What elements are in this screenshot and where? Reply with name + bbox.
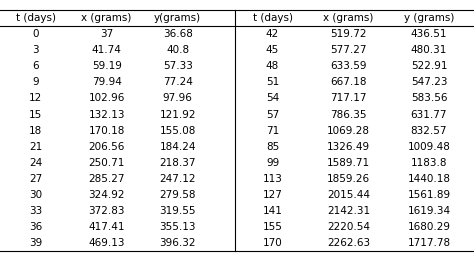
Text: 469.13: 469.13 <box>88 238 125 248</box>
Text: 59.19: 59.19 <box>91 61 122 71</box>
Text: 218.37: 218.37 <box>159 158 196 168</box>
Text: 206.56: 206.56 <box>89 142 125 152</box>
Text: 1589.71: 1589.71 <box>327 158 370 168</box>
Text: 480.31: 480.31 <box>411 45 447 55</box>
Text: 577.27: 577.27 <box>330 45 367 55</box>
Text: 132.13: 132.13 <box>88 110 125 120</box>
Text: 519.72: 519.72 <box>330 29 367 39</box>
Text: 1561.89: 1561.89 <box>408 190 450 200</box>
Text: 2142.31: 2142.31 <box>327 206 370 216</box>
Text: 121.92: 121.92 <box>159 110 196 120</box>
Text: 36.68: 36.68 <box>163 29 193 39</box>
Text: 1183.8: 1183.8 <box>410 158 447 168</box>
Text: 786.35: 786.35 <box>330 110 367 120</box>
Text: x (grams): x (grams) <box>82 13 132 23</box>
Text: 48: 48 <box>266 61 279 71</box>
Text: 9: 9 <box>32 77 39 88</box>
Text: 247.12: 247.12 <box>159 174 196 184</box>
Text: 417.41: 417.41 <box>88 222 125 232</box>
Text: 97.96: 97.96 <box>163 93 193 103</box>
Text: 12: 12 <box>29 93 42 103</box>
Text: 99: 99 <box>266 158 279 168</box>
Text: 396.32: 396.32 <box>159 238 196 248</box>
Text: 1717.78: 1717.78 <box>408 238 450 248</box>
Text: 37: 37 <box>100 29 113 39</box>
Text: 40.8: 40.8 <box>166 45 189 55</box>
Text: 1326.49: 1326.49 <box>327 142 370 152</box>
Text: 631.77: 631.77 <box>410 110 447 120</box>
Text: 285.27: 285.27 <box>88 174 125 184</box>
Text: 667.18: 667.18 <box>330 77 367 88</box>
Text: 184.24: 184.24 <box>159 142 196 152</box>
Text: t (days): t (days) <box>253 13 292 23</box>
Text: 3: 3 <box>32 45 39 55</box>
Text: y(grams): y(grams) <box>154 13 201 23</box>
Text: t (days): t (days) <box>16 13 55 23</box>
Text: 51: 51 <box>266 77 279 88</box>
Text: 170: 170 <box>263 238 283 248</box>
Text: 57.33: 57.33 <box>163 61 193 71</box>
Text: 2220.54: 2220.54 <box>327 222 370 232</box>
Text: 127: 127 <box>263 190 283 200</box>
Text: 27: 27 <box>29 174 42 184</box>
Text: 33: 33 <box>29 206 42 216</box>
Text: 155: 155 <box>263 222 283 232</box>
Text: 372.83: 372.83 <box>88 206 125 216</box>
Text: 155.08: 155.08 <box>160 125 196 136</box>
Text: 1440.18: 1440.18 <box>408 174 450 184</box>
Text: 1680.29: 1680.29 <box>408 222 450 232</box>
Text: 355.13: 355.13 <box>159 222 196 232</box>
Text: 1069.28: 1069.28 <box>327 125 370 136</box>
Text: 41.74: 41.74 <box>91 45 122 55</box>
Text: 6: 6 <box>32 61 39 71</box>
Text: 1009.48: 1009.48 <box>408 142 450 152</box>
Text: 436.51: 436.51 <box>410 29 447 39</box>
Text: 30: 30 <box>29 190 42 200</box>
Text: 85: 85 <box>266 142 279 152</box>
Text: 1619.34: 1619.34 <box>408 206 450 216</box>
Text: 1859.26: 1859.26 <box>327 174 370 184</box>
Text: 279.58: 279.58 <box>159 190 196 200</box>
Text: 36: 36 <box>29 222 42 232</box>
Text: 0: 0 <box>32 29 39 39</box>
Text: 54: 54 <box>266 93 279 103</box>
Text: 42: 42 <box>266 29 279 39</box>
Text: 522.91: 522.91 <box>410 61 447 71</box>
Text: 250.71: 250.71 <box>89 158 125 168</box>
Text: 324.92: 324.92 <box>88 190 125 200</box>
Text: 45: 45 <box>266 45 279 55</box>
Text: y (grams): y (grams) <box>404 13 454 23</box>
Text: 21: 21 <box>29 142 42 152</box>
Text: 24: 24 <box>29 158 42 168</box>
Text: 77.24: 77.24 <box>163 77 193 88</box>
Text: 717.17: 717.17 <box>330 93 367 103</box>
Text: x (grams): x (grams) <box>323 13 374 23</box>
Text: 102.96: 102.96 <box>89 93 125 103</box>
Text: 113: 113 <box>263 174 283 184</box>
Text: 79.94: 79.94 <box>91 77 122 88</box>
Text: 15: 15 <box>29 110 42 120</box>
Text: 71: 71 <box>266 125 279 136</box>
Text: 18: 18 <box>29 125 42 136</box>
Text: 2015.44: 2015.44 <box>327 190 370 200</box>
Text: 547.23: 547.23 <box>410 77 447 88</box>
Text: 141: 141 <box>263 206 283 216</box>
Text: 633.59: 633.59 <box>330 61 367 71</box>
Text: 39: 39 <box>29 238 42 248</box>
Text: 170.18: 170.18 <box>89 125 125 136</box>
Text: 583.56: 583.56 <box>410 93 447 103</box>
Text: 2262.63: 2262.63 <box>327 238 370 248</box>
Text: 319.55: 319.55 <box>159 206 196 216</box>
Text: 57: 57 <box>266 110 279 120</box>
Text: 832.57: 832.57 <box>410 125 447 136</box>
